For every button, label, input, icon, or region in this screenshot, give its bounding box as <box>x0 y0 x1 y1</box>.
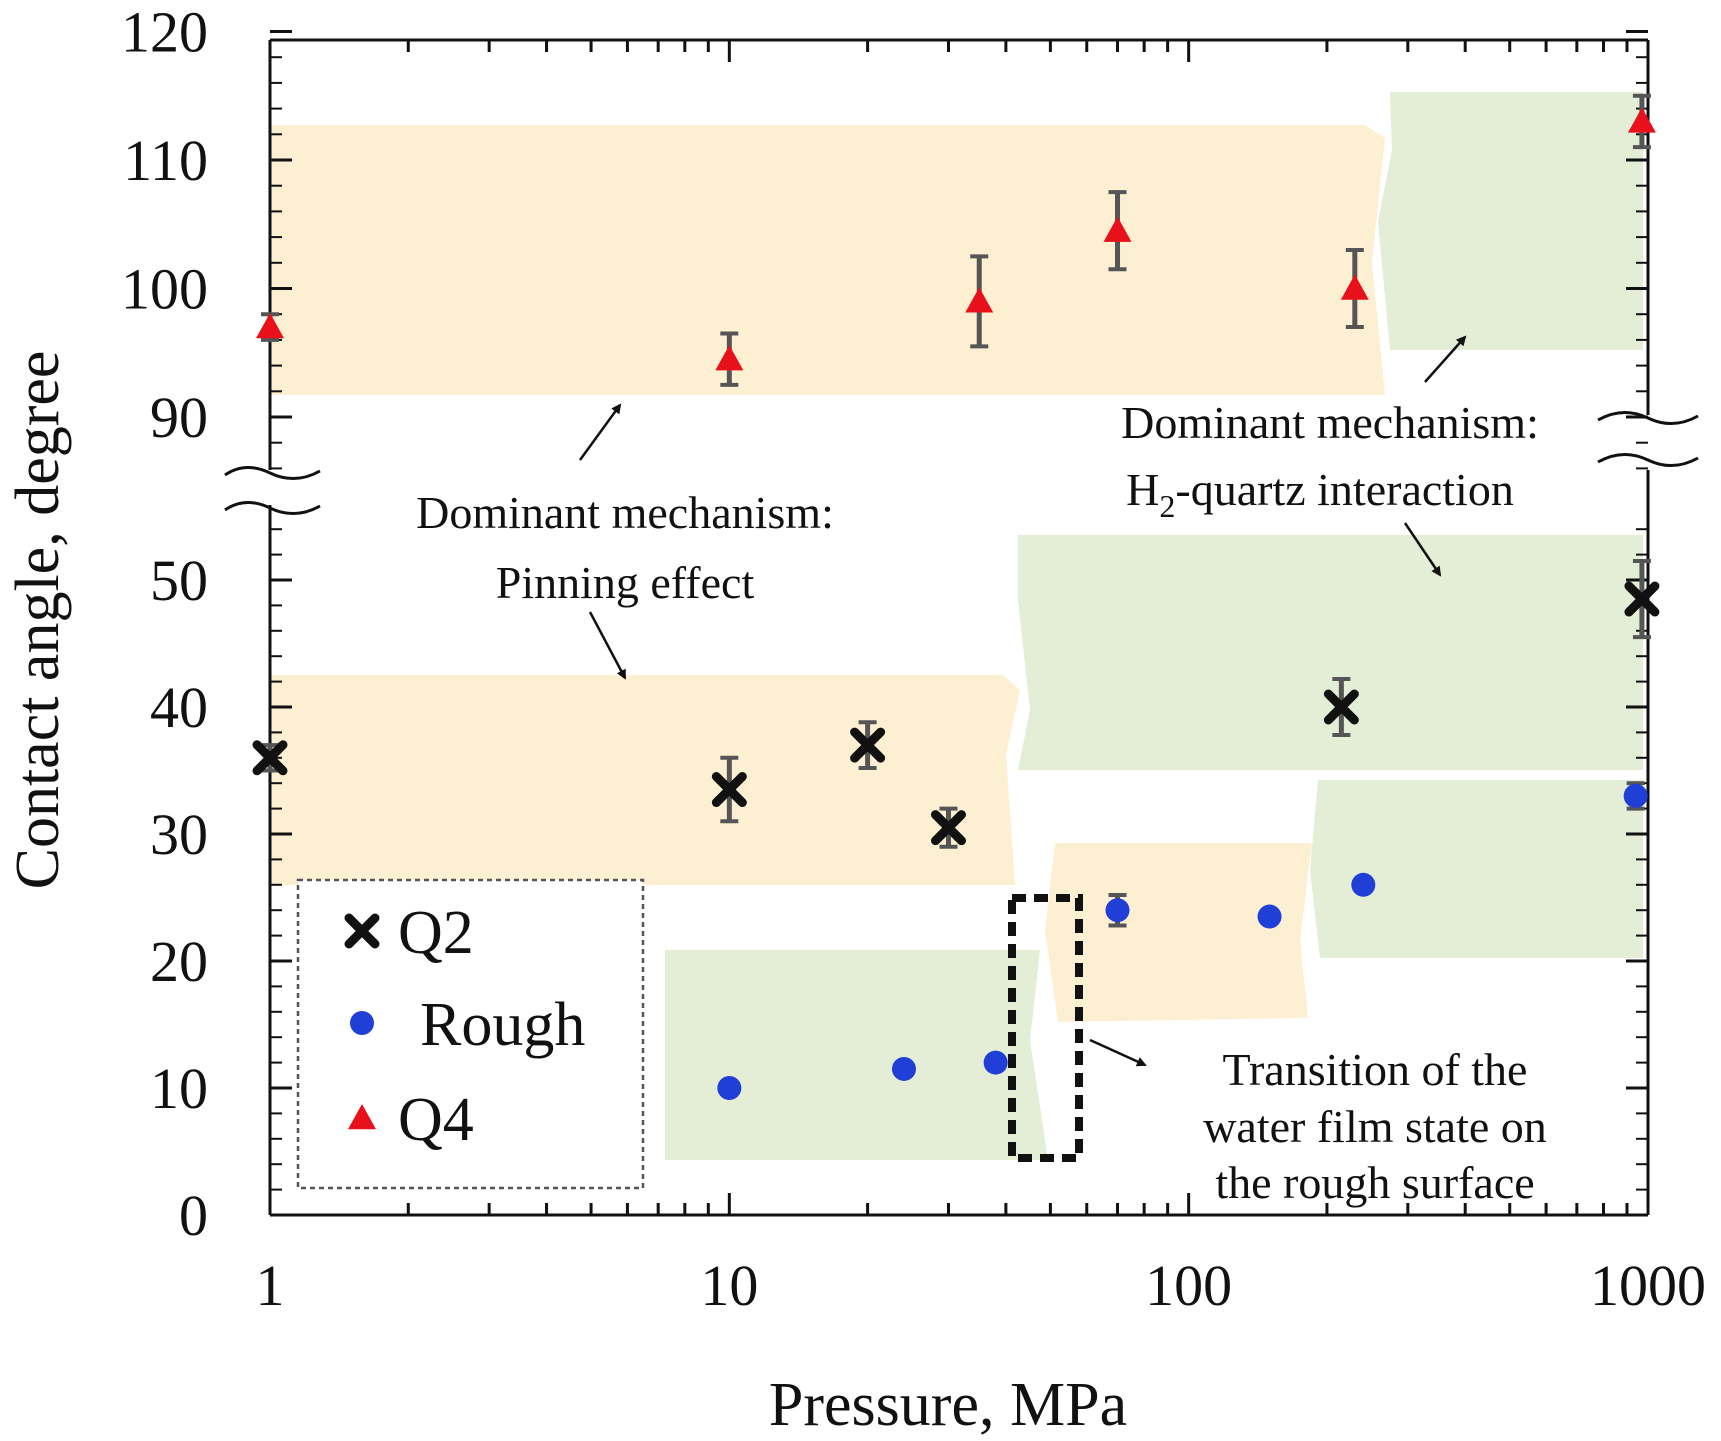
annotation-pinning-line2: Pinning effect <box>496 557 755 608</box>
point-q4 <box>965 287 994 313</box>
axis-break-left-2 <box>224 501 321 515</box>
y-tick-label: 40 <box>150 675 208 740</box>
x-tick-label: 100 <box>1145 1253 1232 1318</box>
band-h2-upper <box>1378 92 1643 350</box>
band-pinning-lower <box>270 675 1020 885</box>
transition-box <box>1008 894 1083 1162</box>
legend-label-q4: Q4 <box>398 1086 474 1154</box>
band-rough-high <box>1310 780 1643 958</box>
point-q2 <box>252 740 288 776</box>
y-tick-label: 110 <box>123 128 208 193</box>
arrow-pinning-lower <box>588 611 627 680</box>
arrow-transition <box>1089 1038 1147 1067</box>
band-h2-lower <box>1018 535 1643 770</box>
arrow-pinning-upper <box>578 403 622 461</box>
y-tick-label: 10 <box>150 1056 208 1121</box>
point-rough <box>891 1056 916 1081</box>
band-rough-low <box>665 950 1048 1160</box>
legend-marker-rough <box>350 1011 374 1035</box>
x-tick-label: 10 <box>700 1253 758 1318</box>
y-tick-label: 0 <box>179 1183 208 1248</box>
y-tick-label: 100 <box>121 257 208 322</box>
annotation-transition-line2: water film state on <box>1203 1101 1547 1152</box>
plot-frame <box>224 38 1699 1217</box>
point-rough <box>1105 898 1130 923</box>
x-axis-ticks: 1 10 100 1000 <box>256 40 1706 1318</box>
y-axis-ticks: 0 10 20 30 40 50 90 100 110 120 <box>121 0 1648 1248</box>
legend-label-q2: Q2 <box>398 899 474 967</box>
legend-marker-q4 <box>348 1104 376 1130</box>
y-tick-label: 20 <box>150 929 208 994</box>
x-axis-title: Pressure, MPa <box>769 1371 1127 1439</box>
data-points <box>252 93 1660 1100</box>
point-q2 <box>1624 581 1660 617</box>
legend-marker-q2 <box>344 913 380 949</box>
x-tick-label: 1 <box>256 1253 285 1318</box>
point-rough <box>1257 904 1282 929</box>
point-q4 <box>1627 107 1656 133</box>
legend-label-rough: Rough <box>420 991 585 1059</box>
point-q2 <box>1323 689 1359 725</box>
band-rough-mid <box>1045 843 1312 1022</box>
point-q2 <box>850 727 886 763</box>
arrow-h2-upper <box>1424 335 1467 383</box>
y-tick-label: 50 <box>150 548 208 613</box>
axis-break-right-2 <box>1597 453 1699 467</box>
annotation-h2-line2: H2-quartz interaction <box>1126 464 1514 524</box>
point-q4 <box>715 345 744 371</box>
legend: Q2 Rough Q4 <box>296 878 645 1190</box>
axis-break-left-1 <box>224 466 321 480</box>
band-pinning-upper <box>270 125 1385 395</box>
annotation-h2-line1: Dominant mechanism: <box>1121 397 1539 448</box>
point-q4 <box>1340 274 1369 300</box>
series-q4 <box>256 93 1656 387</box>
x-tick-label: 1000 <box>1590 1253 1706 1318</box>
y-axis-title: Contact angle, degree <box>4 351 72 890</box>
y-tick-label: 30 <box>150 802 208 867</box>
point-rough <box>1351 872 1376 897</box>
mechanism-bands <box>270 92 1643 1160</box>
point-rough <box>1623 783 1648 808</box>
series-rough <box>717 781 1648 1100</box>
point-q4 <box>1103 216 1132 242</box>
y-tick-label: 90 <box>150 385 208 450</box>
arrow-h2-lower <box>1403 522 1442 577</box>
annotation-transition-line1: Transition of the <box>1223 1044 1528 1095</box>
point-rough <box>983 1050 1008 1075</box>
point-q2 <box>930 810 966 846</box>
annotation-pinning-line1: Dominant mechanism: <box>416 487 834 538</box>
y-tick-label: 120 <box>121 0 208 65</box>
point-q4 <box>256 313 284 339</box>
series-q2 <box>252 558 1660 849</box>
point-q2 <box>711 772 747 808</box>
annotations: Dominant mechanism: Pinning effect Dominan… <box>416 335 1547 1208</box>
point-rough <box>717 1076 742 1100</box>
annotation-transition-line3: the rough surface <box>1215 1157 1534 1208</box>
